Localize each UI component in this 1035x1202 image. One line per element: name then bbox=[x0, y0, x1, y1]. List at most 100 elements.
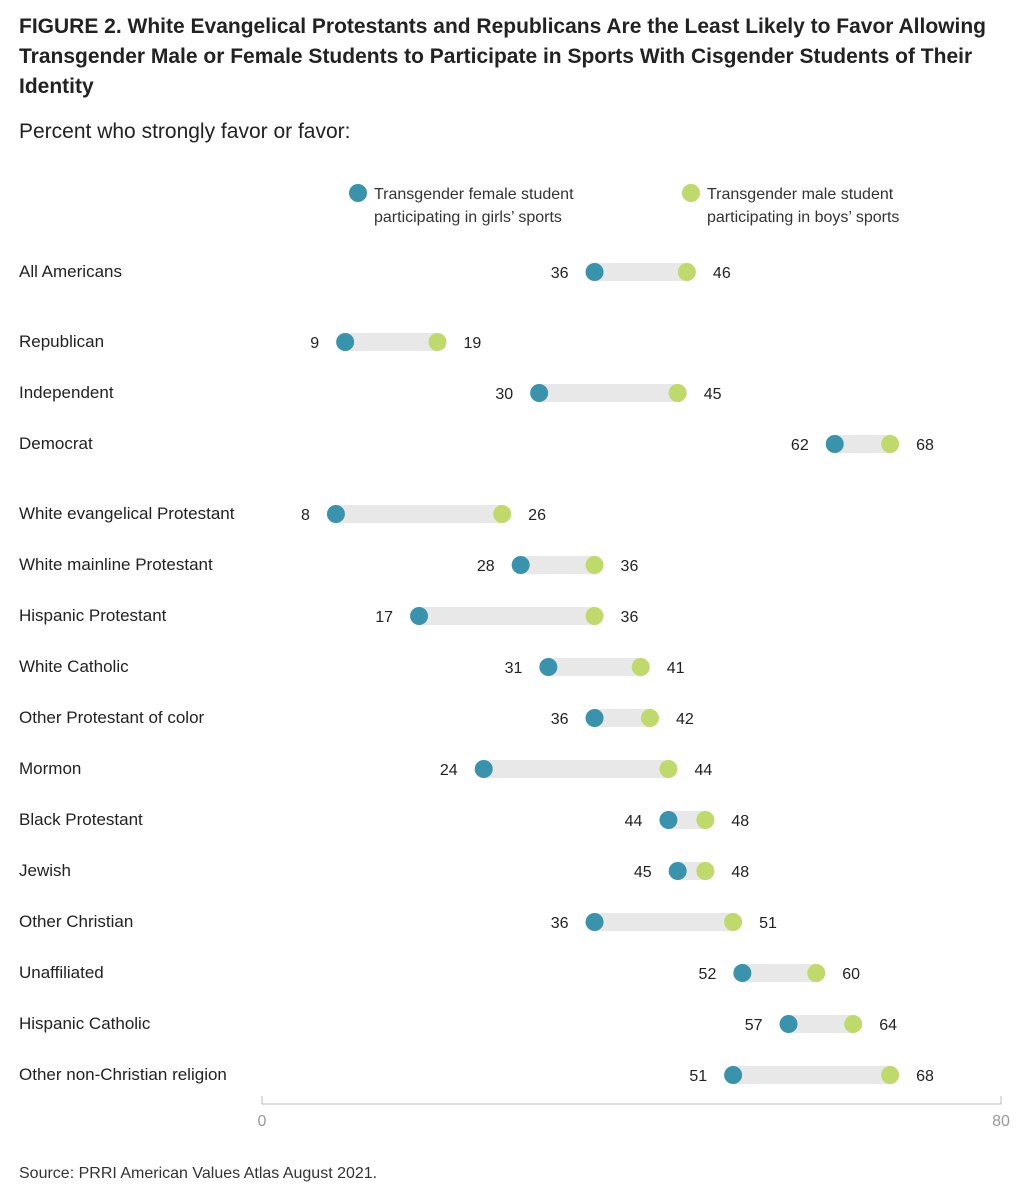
row-label: Other Protestant of color bbox=[19, 708, 205, 727]
range-connector bbox=[483, 760, 669, 778]
female-value-label: 51 bbox=[689, 1068, 707, 1085]
female-dot bbox=[530, 384, 549, 402]
male-value-label: 45 bbox=[704, 386, 722, 403]
female-value-label: 45 bbox=[634, 864, 652, 881]
female-value-label: 31 bbox=[505, 660, 523, 677]
male-value-label: 68 bbox=[916, 1068, 934, 1085]
chart-row: Other Christian 36 51 bbox=[19, 912, 777, 932]
legend-male-label-line1: Transgender male student bbox=[707, 186, 894, 203]
axis-tick-label: 80 bbox=[992, 1113, 1010, 1130]
range-connector bbox=[539, 384, 678, 402]
male-value-label: 68 bbox=[916, 437, 934, 454]
range-connector bbox=[419, 607, 595, 625]
legend-female-marker bbox=[349, 184, 367, 202]
male-dot bbox=[640, 709, 659, 727]
row-label: White Catholic bbox=[19, 657, 129, 676]
range-connector bbox=[345, 333, 438, 351]
range-connector bbox=[788, 1015, 854, 1033]
row-label: Independent bbox=[19, 383, 114, 402]
male-value-label: 64 bbox=[879, 1017, 897, 1034]
male-dot bbox=[677, 263, 696, 281]
female-dot bbox=[659, 811, 678, 829]
range-connector bbox=[834, 435, 891, 453]
male-dot bbox=[631, 658, 650, 676]
chart-row: Black Protestant 44 48 bbox=[19, 810, 749, 830]
female-dot bbox=[474, 760, 493, 778]
male-dot bbox=[585, 607, 604, 625]
range-connector bbox=[742, 964, 817, 982]
female-dot bbox=[779, 1015, 798, 1033]
male-dot bbox=[659, 760, 678, 778]
male-dot bbox=[724, 913, 743, 931]
male-value-label: 42 bbox=[676, 711, 694, 728]
row-label: Hispanic Protestant bbox=[19, 606, 167, 625]
chart-row: Hispanic Catholic 57 64 bbox=[19, 1014, 897, 1034]
chart-row: Unaffiliated 52 60 bbox=[19, 963, 860, 983]
row-label: Republican bbox=[19, 332, 104, 351]
male-value-label: 46 bbox=[713, 265, 731, 282]
female-value-label: 36 bbox=[551, 711, 569, 728]
row-label: All Americans bbox=[19, 262, 122, 281]
male-dot bbox=[585, 556, 604, 574]
chart-row: Hispanic Protestant 17 36 bbox=[19, 606, 638, 626]
female-dot bbox=[511, 556, 530, 574]
female-value-label: 28 bbox=[477, 558, 495, 575]
row-label: Hispanic Catholic bbox=[19, 1014, 151, 1033]
female-dot bbox=[410, 607, 429, 625]
female-dot bbox=[668, 862, 687, 880]
female-value-label: 36 bbox=[551, 265, 569, 282]
female-dot bbox=[825, 435, 844, 453]
chart-row: Other non-Christian religion 51 68 bbox=[19, 1065, 934, 1085]
chart-row: Democrat 62 68 bbox=[19, 434, 934, 454]
source-note: Source: PRRI American Values Atlas Augus… bbox=[19, 1165, 378, 1182]
female-dot bbox=[585, 263, 604, 281]
female-value-label: 44 bbox=[625, 813, 643, 830]
male-dot bbox=[881, 1066, 900, 1084]
male-value-label: 41 bbox=[667, 660, 685, 677]
row-label: White evangelical Protestant bbox=[19, 504, 235, 523]
range-connector bbox=[594, 263, 687, 281]
female-dot bbox=[733, 964, 752, 982]
legend-female-label-line2: participating in girls’ sports bbox=[374, 209, 562, 226]
chart-row: White evangelical Protestant 8 26 bbox=[19, 504, 546, 524]
range-connector bbox=[520, 556, 595, 574]
range-connector bbox=[668, 811, 706, 829]
legend-male-marker bbox=[682, 184, 700, 202]
male-dot bbox=[807, 964, 826, 982]
male-value-label: 60 bbox=[842, 966, 860, 983]
male-dot bbox=[844, 1015, 863, 1033]
row-label: Jewish bbox=[19, 861, 71, 880]
chart-subtitle: Percent who strongly favor or favor: bbox=[19, 120, 351, 143]
female-dot bbox=[326, 505, 345, 523]
row-label: Unaffiliated bbox=[19, 963, 104, 982]
legend-male-label-line2: participating in boys’ sports bbox=[707, 209, 899, 226]
chart-row: Independent 30 45 bbox=[19, 383, 722, 403]
range-connector bbox=[594, 913, 734, 931]
male-value-label: 36 bbox=[621, 558, 639, 575]
row-label: Other Christian bbox=[19, 912, 133, 931]
female-dot bbox=[724, 1066, 743, 1084]
legend-female-label-line1: Transgender female student bbox=[374, 186, 574, 203]
row-label: Democrat bbox=[19, 434, 93, 453]
range-connector bbox=[733, 1066, 891, 1084]
chart-row: All Americans 36 46 bbox=[19, 262, 731, 282]
male-value-label: 48 bbox=[731, 813, 749, 830]
female-value-label: 62 bbox=[791, 437, 809, 454]
axis-tick-label: 0 bbox=[258, 1113, 267, 1130]
chart-row: White Catholic 31 41 bbox=[19, 657, 685, 677]
male-value-label: 19 bbox=[464, 335, 482, 352]
female-value-label: 52 bbox=[699, 966, 717, 983]
row-label: Other non-Christian religion bbox=[19, 1065, 227, 1084]
male-dot bbox=[668, 384, 687, 402]
chart-row: Mormon 24 44 bbox=[19, 759, 712, 779]
row-label: White mainline Protestant bbox=[19, 555, 213, 574]
female-value-label: 9 bbox=[310, 335, 319, 352]
x-axis: 0 80 bbox=[258, 1096, 1010, 1130]
row-label: Mormon bbox=[19, 759, 81, 778]
male-dot bbox=[696, 811, 715, 829]
male-dot bbox=[428, 333, 447, 351]
range-connector bbox=[548, 658, 641, 676]
male-value-label: 44 bbox=[694, 762, 712, 779]
chart-row: Jewish 45 48 bbox=[19, 861, 749, 881]
